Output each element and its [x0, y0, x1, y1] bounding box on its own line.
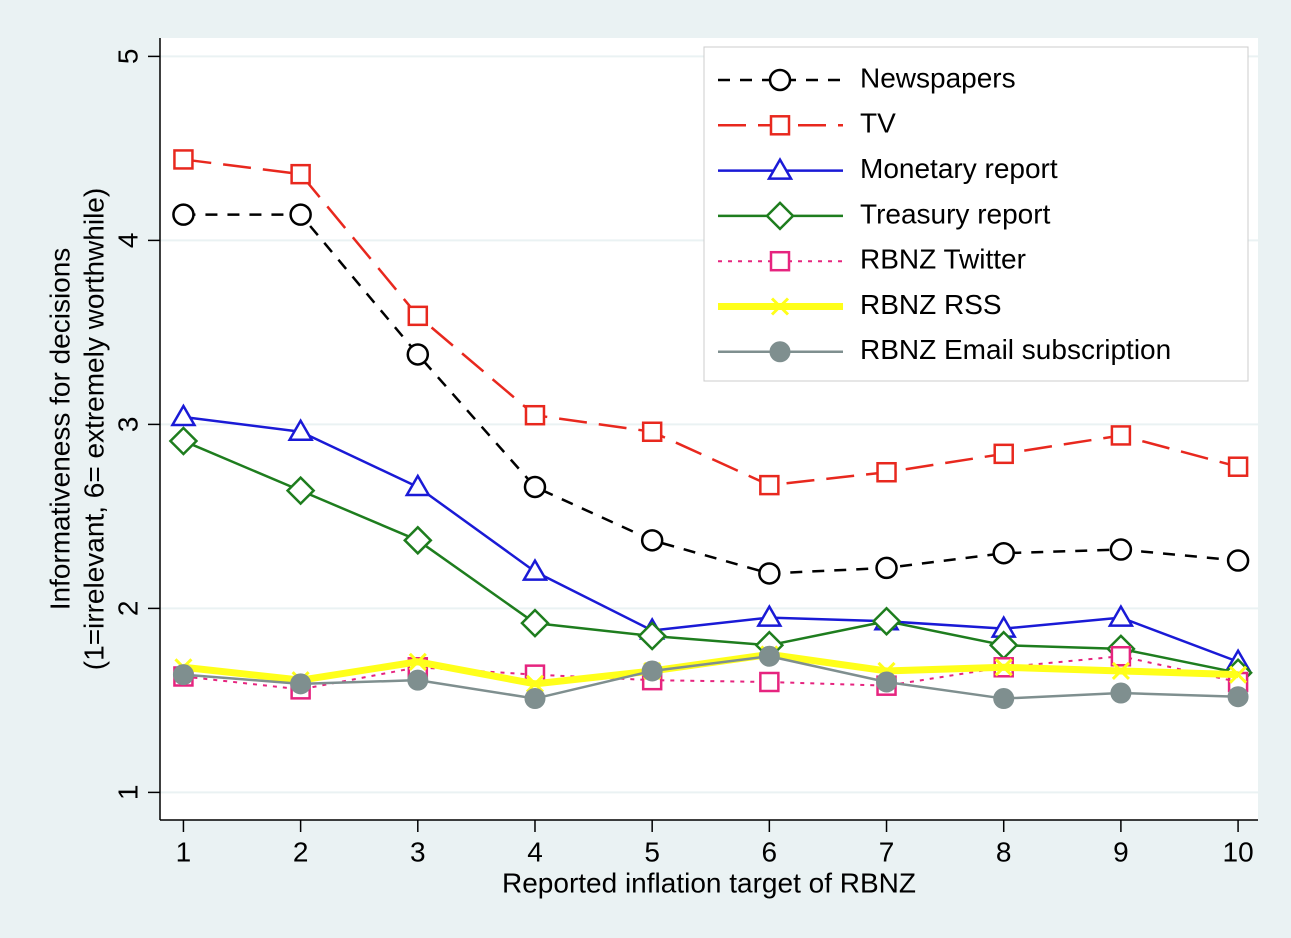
legend-marker	[765, 201, 795, 231]
x-tick-label: 8	[996, 836, 1012, 867]
marker	[993, 688, 1015, 710]
y-tick-label: 4	[112, 233, 143, 249]
legend-marker	[769, 341, 791, 363]
marker	[524, 404, 546, 426]
marker	[759, 671, 780, 693]
marker	[408, 652, 427, 671]
y-tick-label: 3	[112, 417, 143, 433]
marker	[1109, 538, 1133, 561]
marker	[993, 443, 1014, 465]
legend-label: Newspapers	[860, 62, 1016, 93]
series-line	[183, 158, 1239, 487]
marker	[520, 608, 550, 638]
marker	[289, 203, 312, 226]
x-tick-label: 4	[527, 836, 543, 867]
x-tick-label: 6	[762, 836, 778, 867]
y-tick-label: 1	[112, 785, 143, 801]
x-axis-title: Reported inflation target of RBNZ	[502, 867, 916, 898]
marker	[1229, 665, 1248, 684]
x-tick-label: 1	[176, 836, 192, 867]
marker	[406, 343, 430, 366]
marker	[1226, 549, 1250, 572]
marker	[876, 671, 898, 693]
x-tick-label: 5	[644, 836, 660, 867]
legend-marker	[766, 157, 794, 180]
legend-label: Monetary report	[860, 153, 1058, 184]
marker	[875, 556, 898, 580]
marker	[1111, 661, 1130, 681]
marker	[290, 163, 311, 185]
series-line	[183, 655, 1239, 691]
y-tick-label: 2	[112, 601, 143, 617]
marker	[1107, 604, 1135, 627]
marker	[287, 418, 314, 442]
legend-marker	[768, 68, 792, 92]
marker	[524, 688, 546, 710]
legend-label: RBNZ RSS	[860, 289, 1002, 320]
series-line	[183, 654, 1239, 700]
marker	[876, 461, 897, 483]
marker	[1110, 645, 1132, 667]
series-line	[182, 439, 1239, 675]
legend-marker	[769, 250, 791, 272]
marker	[756, 604, 783, 627]
marker	[173, 149, 194, 170]
marker	[994, 658, 1013, 677]
marker	[758, 562, 781, 585]
y-axis-title: (1=irrelevant, 6= extremely worthwhile)	[78, 188, 109, 670]
legend-marker	[770, 297, 790, 316]
legend-items: Newspapers TV Monetary report Treasury repo…	[718, 62, 1171, 365]
y-tick-label: 5	[112, 49, 143, 65]
series-line	[183, 415, 1239, 663]
x-tick-label: 2	[293, 836, 309, 867]
marker	[758, 645, 780, 667]
marker	[525, 674, 545, 693]
marker	[641, 421, 663, 443]
x-tick-label: 7	[879, 836, 895, 867]
marker	[640, 529, 664, 552]
marker	[641, 660, 663, 682]
x-tick-label: 10	[1223, 836, 1254, 867]
marker	[170, 403, 197, 427]
marker	[407, 305, 429, 327]
x-tick-label: 3	[410, 836, 426, 867]
marker	[1110, 682, 1132, 704]
marker	[759, 474, 780, 496]
marker	[407, 669, 429, 691]
marker	[1110, 425, 1132, 446]
marker	[290, 673, 312, 695]
marker	[1227, 456, 1249, 477]
series-layer	[168, 149, 1253, 710]
series-line	[183, 213, 1239, 575]
legend-label: RBNZ Twitter	[860, 244, 1026, 275]
marker	[285, 475, 316, 506]
marker	[1227, 686, 1249, 708]
marker	[637, 621, 667, 651]
legend-label: RBNZ Email subscription	[860, 334, 1171, 365]
x-tick-label: 9	[1113, 836, 1129, 867]
y-axis-title: Informativeness for decisions	[44, 248, 75, 611]
legend-marker	[769, 115, 791, 136]
marker	[172, 664, 194, 686]
marker	[521, 558, 549, 581]
marker	[523, 475, 547, 499]
marker	[168, 426, 199, 456]
marker	[403, 525, 433, 556]
marker	[404, 473, 431, 497]
legend-label: Treasury report	[860, 198, 1051, 229]
legend	[703, 46, 1249, 382]
marker	[172, 203, 195, 226]
marker	[992, 541, 1015, 565]
marker	[871, 606, 902, 637]
legend-label: TV	[860, 108, 896, 139]
